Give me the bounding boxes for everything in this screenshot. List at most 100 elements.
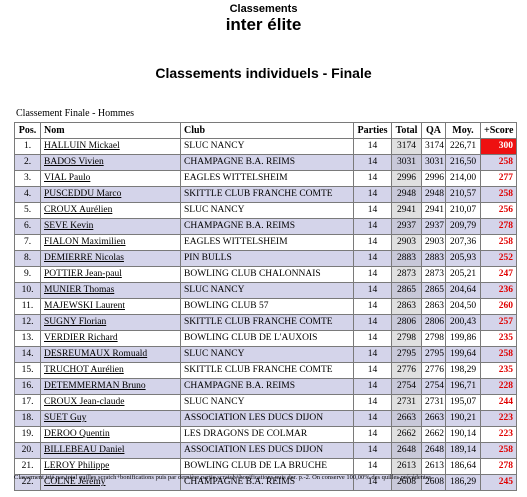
cell-parties: 14 (353, 154, 392, 171)
cell-qa: 3174 (421, 138, 446, 155)
player-name-link[interactable]: TRUCHOT Aurélien (44, 365, 124, 375)
cell-name: PUSCEDDU Marco (40, 186, 181, 203)
cell-score: 258 (480, 346, 517, 363)
cell-club: LES DRAGONS DE COLMAR (180, 426, 354, 443)
col-header-total: Total (391, 122, 422, 139)
ranking-table: Pos. Nom Club Parties Total QA Moy. +Sco… (14, 122, 517, 491)
cell-name: DETEMMERMAN Bruno (40, 378, 181, 395)
cell-score: 256 (480, 202, 517, 219)
table-row: 1. HALLUIN Mickael SLUC NANCY 14 3174 3174 226… (14, 138, 517, 155)
player-name-link[interactable]: VERDIER Richard (44, 333, 118, 343)
cell-pos: 2. (14, 154, 41, 171)
player-name-link[interactable]: FIALON Maximilien (44, 237, 126, 247)
player-name-link[interactable]: BADOS Vivien (44, 157, 104, 167)
cell-score: 258 (480, 186, 517, 203)
cell-score: 252 (480, 250, 517, 267)
cell-total: 2873 (391, 266, 422, 283)
player-name-link[interactable]: SUGNY Florian (44, 317, 107, 327)
cell-moy: 226,71 (445, 138, 481, 155)
cell-score: 235 (480, 330, 517, 347)
cell-score: 278 (480, 218, 517, 235)
cell-qa: 2806 (421, 314, 446, 331)
cell-pos: 13. (14, 330, 41, 347)
cell-moy: 210,07 (445, 202, 481, 219)
cell-score: 277 (480, 170, 517, 187)
cell-total: 2948 (391, 186, 422, 203)
player-name-link[interactable]: COLNE Jérémy (44, 477, 106, 487)
table-row: 11. MAJEWSKI Laurent BOWLING CLUB 57 14 2863… (14, 298, 517, 315)
cell-score: 236 (480, 282, 517, 299)
cell-name: DEMIERRE Nicolas (40, 250, 181, 267)
col-header-moy: Moy. (445, 122, 481, 139)
cell-qa: 2937 (421, 218, 446, 235)
cell-moy: 207,36 (445, 234, 481, 251)
cell-moy: 199,64 (445, 346, 481, 363)
cell-parties: 14 (353, 250, 392, 267)
cell-total: 2795 (391, 346, 422, 363)
player-name-link[interactable]: DEROO Quentin (44, 429, 110, 439)
cell-moy: 204,64 (445, 282, 481, 299)
cell-name: MUNIER Thomas (40, 282, 181, 299)
cell-total: 2754 (391, 378, 422, 395)
player-name-link[interactable]: HALLUIN Mickael (44, 141, 120, 151)
player-name-link[interactable]: PUSCEDDU Marco (44, 189, 122, 199)
cell-qa: 2648 (421, 442, 446, 459)
cell-moy: 195,07 (445, 394, 481, 411)
cell-moy: 205,93 (445, 250, 481, 267)
cell-qa: 2798 (421, 330, 446, 347)
table-row: 10. MUNIER Thomas SLUC NANCY 14 2865 2865 204,… (14, 282, 517, 299)
cell-name: VIAL Paulo (40, 170, 181, 187)
cell-total: 2776 (391, 362, 422, 379)
player-name-link[interactable]: CROUX Aurélien (44, 205, 113, 215)
cell-score: 228 (480, 378, 517, 395)
cell-qa: 3031 (421, 154, 446, 171)
cell-club: SLUC NANCY (180, 138, 354, 155)
cell-club: SLUC NANCY (180, 282, 354, 299)
table-row: 5. CROUX Aurélien SLUC NANCY 14 2941 2941 210,… (14, 202, 517, 219)
cell-parties: 14 (353, 442, 392, 459)
player-name-link[interactable]: DETEMMERMAN Bruno (44, 381, 146, 391)
cell-qa: 2873 (421, 266, 446, 283)
cell-pos: 1. (14, 138, 41, 155)
cell-moy: 199,86 (445, 330, 481, 347)
player-name-link[interactable]: MUNIER Thomas (44, 285, 115, 295)
cell-qa: 2865 (421, 282, 446, 299)
cell-name: SUGNY Florian (40, 314, 181, 331)
player-name-link[interactable]: DEMIERRE Nicolas (44, 253, 124, 263)
player-name-link[interactable]: CROUX Jean-claude (44, 397, 125, 407)
cell-qa: 2731 (421, 394, 446, 411)
cell-name: CROUX Jean-claude (40, 394, 181, 411)
table-row: 6. SEVE Kevin CHAMPAGNE B.A. REIMS 14 2937 29… (14, 218, 517, 235)
cell-parties: 14 (353, 314, 392, 331)
cell-total: 2941 (391, 202, 422, 219)
player-name-link[interactable]: DESREUMAUX Romuald (44, 349, 148, 359)
cell-total: 2798 (391, 330, 422, 347)
player-name-link[interactable]: MAJEWSKI Laurent (44, 301, 125, 311)
cell-score: 257 (480, 314, 517, 331)
cell-pos: 6. (14, 218, 41, 235)
cell-pos: 20. (14, 442, 41, 459)
cell-pos: 7. (14, 234, 41, 251)
player-name-link[interactable]: SEVE Kevin (44, 221, 94, 231)
footer-note: Classement trié par total quilles scratc… (14, 474, 433, 481)
cell-score: 245 (480, 474, 517, 491)
cell-club: SLUC NANCY (180, 346, 354, 363)
cell-parties: 14 (353, 426, 392, 443)
col-header-name: Nom (40, 122, 181, 139)
player-name-link[interactable]: SUET Guy (44, 413, 87, 423)
cell-qa: 2776 (421, 362, 446, 379)
cell-moy: 205,21 (445, 266, 481, 283)
cell-pos: 5. (14, 202, 41, 219)
cell-pos: 19. (14, 426, 41, 443)
cell-name: MAJEWSKI Laurent (40, 298, 181, 315)
cell-pos: 10. (14, 282, 41, 299)
cell-parties: 14 (353, 170, 392, 187)
player-name-link[interactable]: POTTIER Jean-paul (44, 269, 122, 279)
player-name-link[interactable]: BILLEBEAU Daniel (44, 445, 125, 455)
player-name-link[interactable]: VIAL Paulo (44, 173, 91, 183)
player-name-link[interactable]: LEROY Philippe (44, 461, 110, 471)
cell-qa: 2903 (421, 234, 446, 251)
cell-name: SEVE Kevin (40, 218, 181, 235)
cell-pos: 14. (14, 346, 41, 363)
cell-club: SLUC NANCY (180, 202, 354, 219)
